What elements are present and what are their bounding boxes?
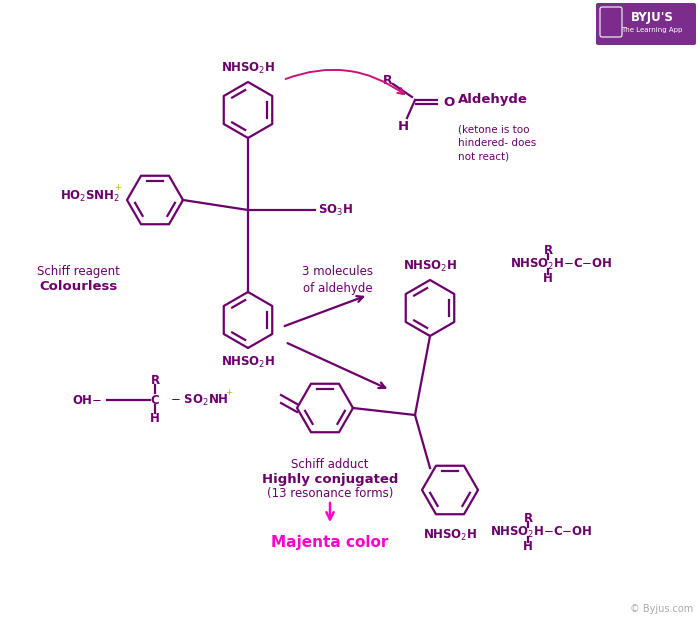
Text: Schiff adduct: Schiff adduct: [291, 458, 369, 471]
Text: BYJU'S: BYJU'S: [631, 11, 673, 24]
Text: H: H: [543, 271, 553, 284]
Text: H: H: [398, 119, 409, 132]
FancyArrowPatch shape: [285, 296, 363, 326]
Text: NHSO$_2$H: NHSO$_2$H: [221, 355, 275, 369]
Text: R: R: [150, 373, 160, 386]
Text: (ketone is too
hindered- does
not react): (ketone is too hindered- does not react): [458, 125, 536, 161]
Text: OH$-$: OH$-$: [71, 394, 102, 407]
Text: $-$ SO$_2$NH: $-$ SO$_2$NH: [170, 392, 228, 407]
Text: H: H: [523, 539, 533, 552]
Text: © Byjus.com: © Byjus.com: [630, 604, 693, 614]
Text: R: R: [524, 511, 533, 524]
Text: SO$_3$H: SO$_3$H: [318, 202, 353, 218]
FancyArrowPatch shape: [326, 503, 334, 519]
Text: The Learning App: The Learning App: [622, 27, 682, 33]
Text: NHSO$_2$H: NHSO$_2$H: [403, 259, 457, 274]
FancyArrowPatch shape: [288, 343, 385, 388]
Text: NHSO$_2$H: NHSO$_2$H: [221, 60, 275, 75]
Text: $^+$: $^+$: [113, 183, 123, 197]
Text: Aldehyde: Aldehyde: [458, 93, 528, 106]
Text: 3 molecules
of aldehyde: 3 molecules of aldehyde: [302, 265, 374, 295]
Text: NHSO$_2$H$-$C$-$OH: NHSO$_2$H$-$C$-$OH: [490, 524, 592, 539]
Text: Colourless: Colourless: [39, 279, 117, 292]
Text: $^+$: $^+$: [224, 389, 234, 401]
Text: (13 resonance forms): (13 resonance forms): [267, 486, 393, 499]
Text: NHSO$_2$H$-$C$-$OH: NHSO$_2$H$-$C$-$OH: [510, 256, 612, 272]
Text: H: H: [150, 412, 160, 425]
Text: C: C: [150, 394, 160, 407]
Text: O: O: [443, 96, 454, 108]
Text: R: R: [383, 73, 393, 86]
Text: Schiff reagent: Schiff reagent: [36, 266, 120, 279]
Text: Majenta color: Majenta color: [272, 534, 389, 549]
Text: R: R: [543, 243, 552, 256]
Text: NHSO$_2$H: NHSO$_2$H: [423, 527, 477, 542]
FancyArrowPatch shape: [286, 70, 404, 94]
Text: Highly conjugated: Highly conjugated: [262, 473, 398, 486]
Text: HO$_2$SNH$_2$: HO$_2$SNH$_2$: [60, 188, 120, 203]
FancyBboxPatch shape: [596, 3, 696, 45]
